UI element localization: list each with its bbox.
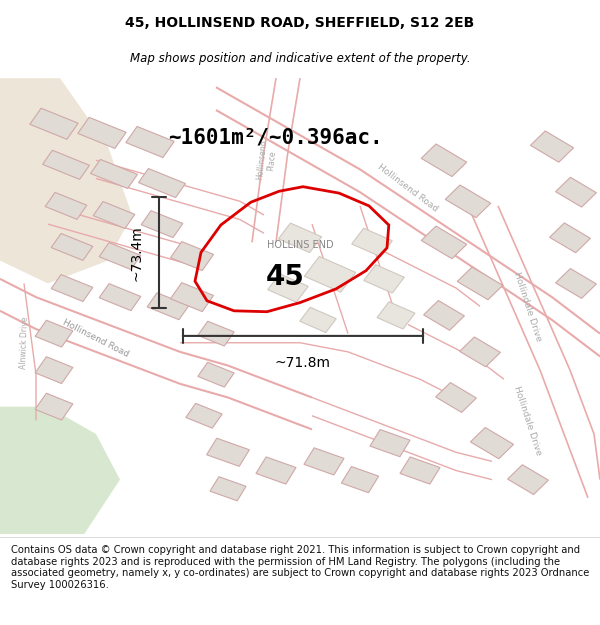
Text: Alnwick Drive: Alnwick Drive	[19, 316, 29, 369]
Polygon shape	[35, 320, 73, 347]
Polygon shape	[186, 403, 222, 428]
Polygon shape	[198, 362, 234, 387]
Text: Hollinsend Road: Hollinsend Road	[376, 162, 440, 213]
Polygon shape	[51, 234, 93, 261]
Text: ~71.8m: ~71.8m	[275, 356, 331, 371]
Polygon shape	[35, 357, 73, 384]
Polygon shape	[147, 292, 189, 320]
Polygon shape	[93, 201, 135, 229]
Polygon shape	[457, 267, 503, 300]
Polygon shape	[51, 274, 93, 301]
Text: Contains OS data © Crown copyright and database right 2021. This information is : Contains OS data © Crown copyright and d…	[11, 545, 589, 590]
Polygon shape	[256, 457, 296, 484]
Polygon shape	[126, 126, 174, 158]
Polygon shape	[268, 274, 308, 302]
Polygon shape	[35, 393, 73, 420]
Polygon shape	[352, 228, 392, 256]
Polygon shape	[141, 211, 183, 238]
Polygon shape	[556, 269, 596, 298]
Polygon shape	[210, 477, 246, 501]
Polygon shape	[445, 185, 491, 218]
Polygon shape	[304, 448, 344, 475]
Text: Hollindale Drive: Hollindale Drive	[512, 271, 544, 342]
Polygon shape	[436, 382, 476, 412]
Polygon shape	[424, 301, 464, 330]
Polygon shape	[139, 169, 185, 198]
Polygon shape	[99, 284, 141, 311]
Text: ~73.4m: ~73.4m	[130, 225, 144, 281]
Polygon shape	[530, 131, 574, 162]
Polygon shape	[550, 223, 590, 253]
Polygon shape	[91, 159, 137, 189]
Text: Map shows position and indicative extent of the property.: Map shows position and indicative extent…	[130, 52, 470, 65]
Polygon shape	[421, 144, 467, 177]
Text: 45: 45	[266, 262, 304, 291]
Polygon shape	[304, 256, 356, 292]
Polygon shape	[0, 78, 132, 284]
Text: Hollinsend Road: Hollinsend Road	[61, 318, 131, 359]
Polygon shape	[460, 337, 500, 367]
Polygon shape	[30, 108, 78, 139]
Text: Hollinsend
Place: Hollinsend Place	[255, 139, 279, 181]
Polygon shape	[198, 321, 234, 346]
Polygon shape	[43, 150, 89, 179]
Polygon shape	[170, 282, 214, 312]
Polygon shape	[556, 177, 596, 207]
Polygon shape	[45, 192, 87, 219]
Polygon shape	[470, 428, 514, 459]
Polygon shape	[341, 466, 379, 492]
Text: ~1601m²/~0.396ac.: ~1601m²/~0.396ac.	[168, 127, 383, 148]
Polygon shape	[364, 265, 404, 293]
Polygon shape	[400, 457, 440, 484]
Polygon shape	[170, 242, 214, 271]
Polygon shape	[278, 223, 322, 253]
Polygon shape	[99, 242, 141, 269]
Text: HOLLINS END: HOLLINS END	[266, 239, 334, 249]
Polygon shape	[421, 226, 467, 259]
Polygon shape	[377, 302, 415, 329]
Polygon shape	[206, 438, 250, 466]
Polygon shape	[78, 118, 126, 148]
Polygon shape	[370, 429, 410, 457]
Text: 45, HOLLINSEND ROAD, SHEFFIELD, S12 2EB: 45, HOLLINSEND ROAD, SHEFFIELD, S12 2EB	[125, 16, 475, 31]
Polygon shape	[0, 407, 120, 534]
Text: Hollindale Drive: Hollindale Drive	[512, 384, 544, 456]
Polygon shape	[508, 465, 548, 494]
Polygon shape	[300, 308, 336, 332]
